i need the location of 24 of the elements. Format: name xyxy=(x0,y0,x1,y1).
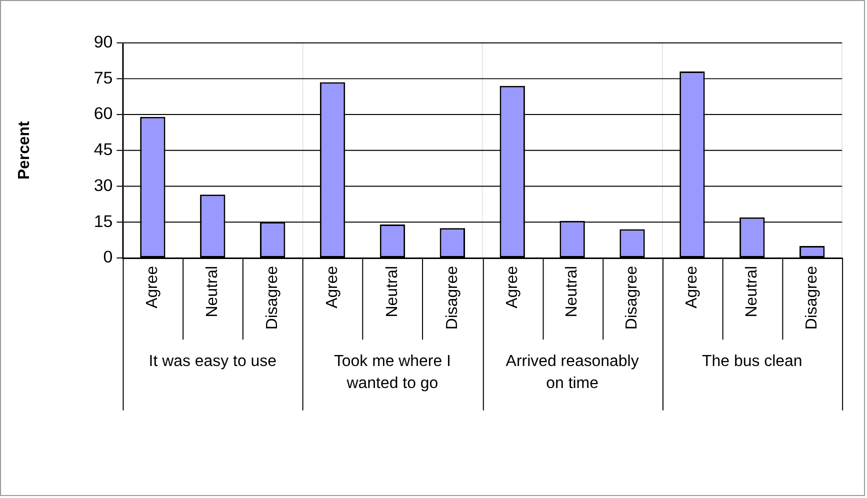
x-tick-label: It was easy to use xyxy=(148,352,277,370)
x-tick-label: Took me where I wanted to go xyxy=(334,352,451,392)
text: Disagree xyxy=(803,266,820,330)
text: Agree xyxy=(324,266,341,308)
text: Neutral xyxy=(564,266,581,318)
text: Agree xyxy=(144,266,162,308)
text: Neutral xyxy=(744,266,761,318)
text: Agree xyxy=(684,266,701,308)
text: Disagree xyxy=(624,266,641,330)
text: Neutral xyxy=(384,266,401,318)
y-tick-label: 90 xyxy=(94,32,113,52)
x-tick-label: The bus clean xyxy=(702,352,802,370)
y-tick-label: 60 xyxy=(94,104,113,124)
y-tick-label: 45 xyxy=(94,140,113,160)
y-tick-label: 75 xyxy=(94,68,113,88)
text: Disagree xyxy=(444,266,461,330)
y-axis-title: Percent xyxy=(16,120,33,180)
x-tick-label: Arrived reasonably on time xyxy=(506,352,639,392)
text: Agree xyxy=(504,266,521,308)
y-tick-label: 30 xyxy=(94,176,113,195)
y-tick-label: 15 xyxy=(94,212,113,231)
y-tick-label: 0 xyxy=(103,248,113,267)
text: Neutral xyxy=(204,266,222,318)
text: Disagree xyxy=(264,266,281,330)
